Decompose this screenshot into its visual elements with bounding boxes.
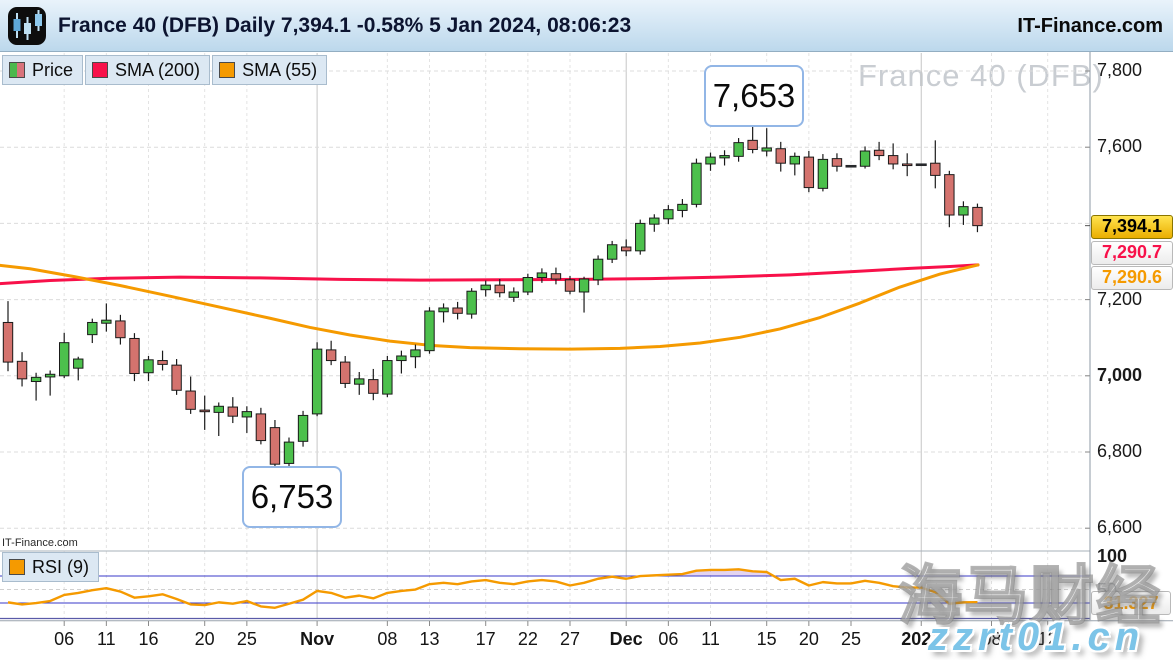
rsi-value-badge: 31.327 — [1091, 591, 1171, 616]
time-axis-label: 25 — [236, 629, 257, 649]
brand-link[interactable]: IT-Finance.com — [1017, 15, 1163, 37]
time-axis-label: 08 — [981, 629, 1002, 649]
time-axis-label: 12 — [1037, 629, 1058, 649]
time-axis-label: 06 — [54, 629, 75, 649]
low-annotation-box: 6,753 — [242, 466, 342, 528]
legend-rsi-chip[interactable]: RSI (9) — [2, 552, 100, 582]
legend-sma55-label: SMA (55) — [242, 59, 318, 80]
time-axis-label: 11 — [701, 629, 720, 649]
price-swatch-icon — [9, 62, 25, 78]
time-axis-label: 20 — [194, 629, 215, 649]
high-annotation-box: 7,653 — [704, 65, 804, 127]
rsi-axis-label: 100 — [1097, 545, 1128, 566]
price-axis-label: 7,600 — [1097, 136, 1143, 157]
time-axis-label: 15 — [756, 629, 777, 649]
time-axis-label: 06 — [658, 629, 679, 649]
time-axis-label: 20 — [798, 629, 819, 649]
price-badge-sma55: 7,290.6 — [1091, 265, 1173, 290]
indicator-legend: Price SMA (200) SMA (55) — [2, 55, 328, 85]
cn-watermark-text: 海马财经 — [897, 559, 1162, 633]
time-axis-label: 17 — [475, 629, 496, 649]
time-axis-label: 11 — [97, 629, 116, 649]
price-axis-label: 7,200 — [1097, 288, 1143, 309]
cn-watermark-url: zzrt01.cn — [928, 615, 1145, 659]
price-axis-label: 7,800 — [1097, 60, 1143, 80]
rsi-legend: RSI (9) — [2, 552, 100, 582]
candlestick-logo-icon — [13, 10, 42, 40]
time-axis-label: 08 — [377, 629, 398, 649]
legend-price-chip[interactable]: Price — [2, 55, 84, 85]
time-axis-label: 27 — [559, 629, 581, 649]
price-axis-label: 6,600 — [1097, 517, 1143, 538]
title-bar: France 40 (DFB) Daily 7,394.1 -0.58% 5 J… — [0, 0, 1173, 52]
time-axis-label: 16 — [138, 629, 159, 649]
time-axis-label: 2024 — [901, 629, 942, 649]
time-axis-label: 22 — [517, 629, 538, 649]
sma55-swatch-icon — [219, 62, 236, 78]
legend-sma200-label: SMA (200) — [115, 59, 201, 80]
sma200-swatch-icon — [92, 62, 109, 78]
app-logo-icon[interactable] — [8, 7, 46, 45]
time-axis-label: 13 — [419, 629, 440, 649]
legend-rsi-label: RSI (9) — [32, 556, 90, 577]
site-watermark-small: IT-Finance.com — [2, 537, 78, 549]
price-axis-label: 7,000 — [1097, 364, 1143, 385]
candles — [2, 127, 983, 470]
price-axis-label: 6,800 — [1097, 441, 1143, 461]
time-axis-label: Nov — [300, 629, 335, 649]
chart-title: France 40 (DFB) Daily 7,394.1 -0.58% 5 J… — [58, 14, 632, 37]
legend-sma200-chip[interactable]: SMA (200) — [85, 55, 211, 85]
chart-watermark: France 40 (DFB) — [858, 58, 1104, 93]
rsi-swatch-icon — [9, 559, 25, 575]
time-axis-label: Dec — [609, 629, 643, 649]
time-axis-label: 25 — [840, 629, 862, 649]
legend-sma55-chip[interactable]: SMA (55) — [212, 55, 328, 85]
price-badge-sma200: 7,290.7 — [1091, 240, 1173, 265]
price-badge-last: 7,394.1 — [1091, 214, 1173, 239]
legend-price-label: Price — [32, 59, 74, 80]
